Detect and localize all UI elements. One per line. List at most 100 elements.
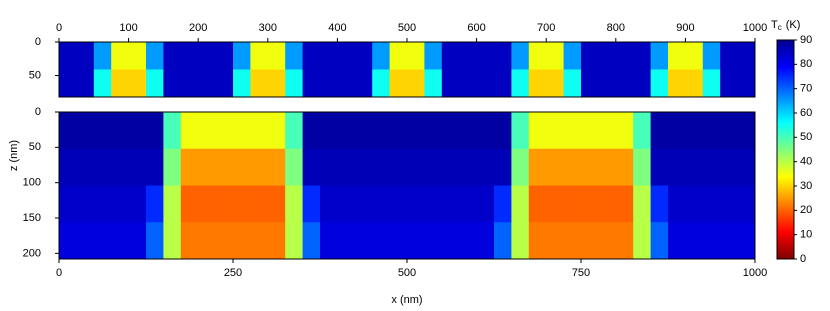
heatmap-cell — [494, 222, 512, 260]
heatmap-cell — [267, 222, 286, 260]
heatmap-cell — [337, 112, 356, 150]
heatmap-cell — [720, 42, 739, 70]
heatmap-cell — [111, 112, 130, 150]
colorbar-tick-label: 30 — [800, 180, 812, 192]
y-tick-label: 50 — [29, 69, 41, 81]
heatmap-cell — [441, 222, 460, 260]
heatmap-cell — [737, 112, 756, 150]
colorbar-tick-label: 70 — [800, 83, 812, 95]
heatmap-cell — [285, 148, 304, 186]
y-tick-label: 150 — [23, 212, 41, 224]
heatmap-cell — [198, 222, 217, 260]
heatmap-cell — [337, 42, 356, 70]
heatmap-cell — [424, 42, 443, 70]
heatmap-cell — [685, 42, 704, 70]
heatmap-cell — [511, 185, 530, 223]
heatmap-cell — [563, 148, 582, 186]
heatmap-cell — [476, 69, 495, 98]
heatmap-cell — [633, 112, 652, 150]
heatmap-cell — [598, 69, 617, 98]
heatmap-cell — [494, 185, 512, 223]
heatmap-cell — [407, 69, 425, 98]
heatmap-cell — [59, 148, 77, 186]
heatmap-cell — [424, 185, 443, 223]
heatmap-cell — [546, 148, 565, 186]
heatmap-cell — [180, 185, 199, 223]
heatmap-cell — [180, 42, 199, 70]
x-tick-label: 300 — [259, 22, 277, 34]
heatmap-cell — [302, 185, 321, 223]
heatmap-cell — [215, 222, 234, 260]
heatmap-cell — [233, 185, 251, 223]
y-tick-label: 50 — [29, 141, 41, 153]
x-tick-label: 400 — [328, 22, 346, 34]
colorbar-tick-label: 90 — [800, 34, 812, 46]
heatmap-cell — [476, 222, 495, 260]
heatmap-cell — [389, 148, 408, 186]
heatmap-cell — [407, 148, 425, 186]
heatmap-cell — [685, 148, 704, 186]
heatmap-cell — [233, 69, 251, 98]
heatmap-cell — [702, 185, 721, 223]
heatmap-cell — [563, 69, 582, 98]
heatmap-cell — [494, 69, 512, 98]
heatmap-cell — [598, 42, 617, 70]
heatmap-cell — [546, 69, 565, 98]
colorbar — [776, 39, 795, 260]
heatmap-cell — [511, 69, 530, 98]
heatmap-cell — [320, 222, 338, 260]
heatmap-cell — [215, 69, 234, 98]
heatmap-cell — [441, 42, 460, 70]
heatmap-cell — [389, 42, 408, 70]
heatmap-cell — [476, 148, 495, 186]
heatmap-cell — [459, 69, 478, 98]
heatmap-cell — [563, 222, 582, 260]
heatmap-cell — [650, 185, 669, 223]
heatmap-cell — [494, 112, 512, 150]
heatmap-cell — [128, 222, 147, 260]
heatmap-cell — [372, 69, 391, 98]
heatmap-cell — [302, 112, 321, 150]
heatmap-cell — [702, 112, 721, 150]
heatmap-cell — [59, 222, 77, 260]
heatmap-cell — [267, 148, 286, 186]
heatmap-cell — [163, 112, 182, 150]
heatmap-cell — [198, 148, 217, 186]
heatmap-cell — [337, 69, 356, 98]
heatmap-cell — [407, 42, 425, 70]
heatmap-cell — [128, 69, 147, 98]
heatmap-cell — [215, 42, 234, 70]
heatmap-cell — [668, 112, 686, 150]
heatmap-cell — [250, 42, 269, 70]
heatmap-cell — [424, 69, 443, 98]
heatmap-cell — [128, 148, 147, 186]
y-tick-label: 200 — [23, 247, 41, 259]
heatmap-cell — [668, 42, 686, 70]
heatmap-cell — [650, 148, 669, 186]
heatmap-cell — [563, 185, 582, 223]
heatmap-cell — [615, 148, 634, 186]
heatmap-cell — [372, 112, 391, 150]
heatmap-cell — [76, 42, 95, 70]
heatmap-cell — [389, 185, 408, 223]
heatmap-cell — [93, 185, 112, 223]
heatmap-cell — [250, 185, 269, 223]
heatmap-cell — [111, 42, 130, 70]
heatmap-cell — [528, 185, 547, 223]
heatmap-cell — [441, 69, 460, 98]
heatmap-cell — [146, 112, 164, 150]
heatmap-cell — [302, 42, 321, 70]
heatmap-cell — [146, 42, 164, 70]
heatmap-cell — [581, 112, 599, 150]
heatmap-cell — [459, 148, 478, 186]
heatmap-cell — [180, 148, 199, 186]
heatmap-cell — [250, 69, 269, 98]
heatmap-cell — [389, 222, 408, 260]
heatmap-cell — [511, 148, 530, 186]
heatmap-cell — [93, 222, 112, 260]
heatmap-cell — [267, 185, 286, 223]
heatmap-cell — [111, 222, 130, 260]
x-axis-label: x (nm) — [391, 294, 422, 306]
heatmap-cell — [476, 112, 495, 150]
heatmap-cell — [163, 148, 182, 186]
